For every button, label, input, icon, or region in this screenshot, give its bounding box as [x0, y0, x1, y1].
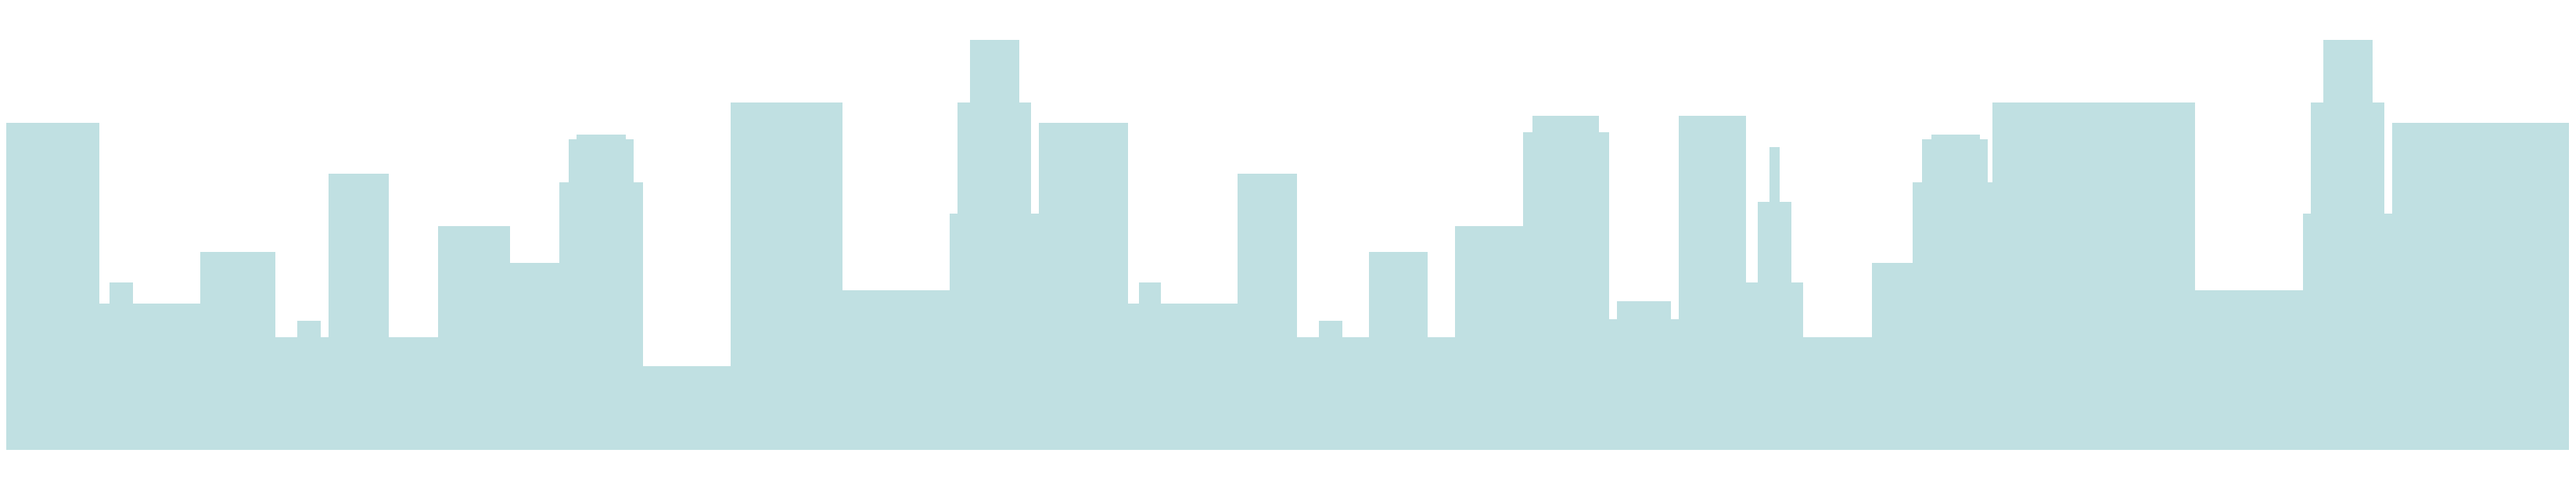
- skyline-shape: [6, 40, 2569, 450]
